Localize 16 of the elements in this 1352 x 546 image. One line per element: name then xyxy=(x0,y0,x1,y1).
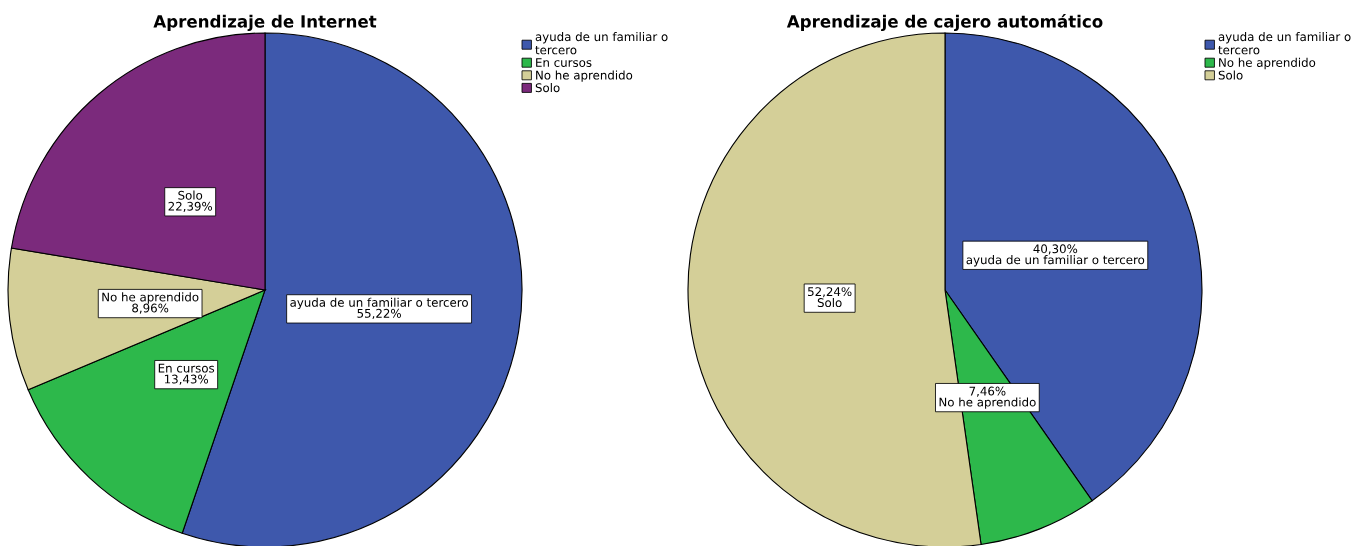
data-label: 52,24% Solo xyxy=(808,287,852,308)
data-label: Solo 22,39% xyxy=(168,190,213,212)
legend-label: ayuda de un familiar o tercero xyxy=(1218,32,1351,55)
legend-label: No he aprendido xyxy=(1219,57,1316,70)
chart-title: Aprendizaje de Internet xyxy=(153,14,377,32)
data-label: No he aprendido 8,96% xyxy=(102,292,199,314)
data-label: 7,46% No he aprendido xyxy=(939,386,1036,409)
legend-label: ayuda de un familiar o tercero xyxy=(535,32,668,55)
legend-label: Solo xyxy=(535,83,560,93)
legend-label: No he aprendido xyxy=(536,70,633,82)
legend-label: En cursos xyxy=(536,58,592,67)
legend-label: Solo xyxy=(1218,70,1243,80)
chart-title: Aprendizaje de cajero automático xyxy=(786,14,1103,32)
data-label: 40,30% ayuda de un familiar o tercero xyxy=(966,244,1145,267)
data-label: ayuda de un familiar o tercero 55,22% xyxy=(290,297,468,319)
data-label: En cursos 13,43% xyxy=(158,363,215,385)
